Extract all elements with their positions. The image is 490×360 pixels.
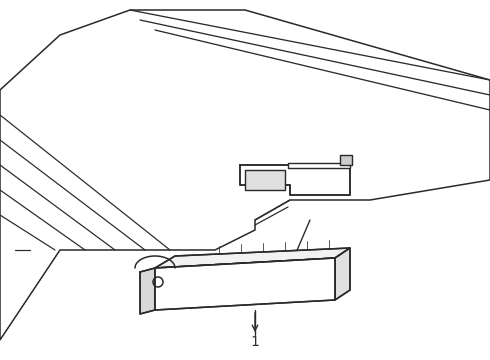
Text: 1: 1 xyxy=(250,335,259,349)
Polygon shape xyxy=(245,170,285,190)
Polygon shape xyxy=(0,10,490,340)
Polygon shape xyxy=(240,165,350,195)
Polygon shape xyxy=(340,155,352,165)
Polygon shape xyxy=(155,258,335,310)
Polygon shape xyxy=(288,163,350,168)
Polygon shape xyxy=(335,248,350,300)
Polygon shape xyxy=(155,248,350,268)
Polygon shape xyxy=(140,268,155,314)
